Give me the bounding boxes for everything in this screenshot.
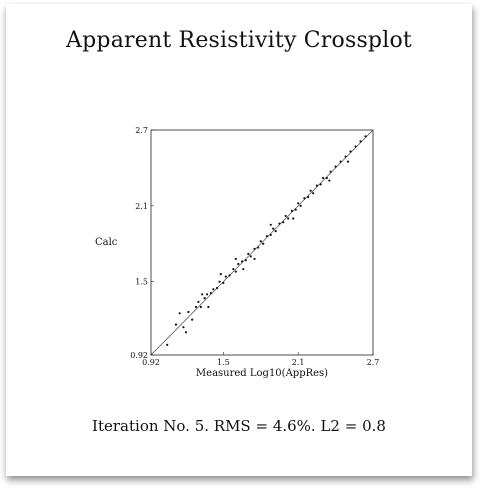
data-point xyxy=(201,293,204,296)
data-point xyxy=(274,230,277,233)
data-point xyxy=(329,170,332,173)
x-axis-label: Measured Log10(AppRes) xyxy=(196,368,328,379)
data-point xyxy=(222,281,225,285)
data-point xyxy=(178,312,181,315)
data-point xyxy=(312,192,315,195)
data-point xyxy=(187,310,190,314)
y-axis-label: Calc xyxy=(95,237,118,248)
data-point xyxy=(209,291,212,295)
data-point xyxy=(253,247,256,250)
data-point xyxy=(359,140,362,143)
data-point xyxy=(364,135,367,138)
data-point xyxy=(334,165,337,168)
data-point xyxy=(257,246,260,249)
x-tick-label: 2.7 xyxy=(367,358,380,367)
data-point xyxy=(166,343,169,346)
data-point xyxy=(234,270,237,273)
data-point xyxy=(354,145,357,148)
data-point xyxy=(232,267,235,271)
data-point xyxy=(184,331,188,334)
data-point xyxy=(207,305,210,309)
data-point xyxy=(199,305,202,309)
data-point xyxy=(244,259,247,262)
data-point xyxy=(203,297,206,300)
data-point xyxy=(206,293,209,296)
data-point xyxy=(322,176,325,180)
data-point xyxy=(284,214,287,218)
data-point xyxy=(297,202,300,205)
data-point xyxy=(349,150,352,153)
data-point xyxy=(259,240,262,243)
data-point xyxy=(278,222,281,225)
data-point xyxy=(265,235,269,238)
data-point xyxy=(299,204,302,207)
data-point xyxy=(182,326,185,329)
data-point xyxy=(262,242,265,245)
crossplot-card: Apparent Resistivity Crossplot Calc Iter… xyxy=(6,4,472,476)
data-point xyxy=(307,195,310,199)
data-point xyxy=(228,274,231,277)
data-point xyxy=(197,300,200,304)
plot-frame xyxy=(150,129,374,356)
data-point xyxy=(303,197,306,200)
data-point xyxy=(191,318,194,321)
data-point xyxy=(194,305,197,309)
scatter-plot: 0.92 1.5 2.1 2.7 0.92 1.5 2.1 2.7 Measured Log1… xyxy=(130,126,380,379)
data-point xyxy=(290,209,294,212)
data-point xyxy=(282,221,285,224)
x-tick-label: 0.92 xyxy=(142,358,160,367)
data-point xyxy=(269,223,272,226)
data-point xyxy=(294,208,297,211)
data-point xyxy=(253,257,256,261)
data-point xyxy=(237,262,240,266)
data-point xyxy=(242,267,245,271)
data-point xyxy=(247,252,250,255)
y-tick-label: 2.1 xyxy=(135,202,148,211)
data-point xyxy=(346,160,350,163)
chart-title: Apparent Resistivity Crossplot xyxy=(66,28,412,53)
data-point xyxy=(344,155,347,158)
iteration-summary: Iteration No. 5. RMS = 4.6%. L2 = 0.8 xyxy=(92,417,386,435)
data-point xyxy=(339,160,342,163)
y-tick-label: 0.92 xyxy=(130,351,148,360)
data-point xyxy=(309,189,312,192)
reference-line-y-equals-x xyxy=(150,129,374,356)
data-point xyxy=(249,255,252,258)
data-point xyxy=(174,323,178,326)
x-tick-label: 2.1 xyxy=(292,358,305,367)
x-tick-label: 1.5 xyxy=(217,358,230,367)
data-point xyxy=(240,260,244,263)
data-point xyxy=(218,280,221,283)
data-point xyxy=(234,257,237,261)
data-point xyxy=(287,217,290,220)
data-point xyxy=(224,275,227,278)
data-point xyxy=(269,233,272,237)
data-point xyxy=(212,288,215,291)
y-tick-label: 1.5 xyxy=(135,278,148,287)
data-point xyxy=(216,286,219,290)
data-point xyxy=(219,273,222,276)
data-point xyxy=(319,183,322,186)
data-point xyxy=(272,227,275,230)
data-point xyxy=(325,176,328,180)
data-point xyxy=(315,184,318,187)
y-tick-label: 2.7 xyxy=(135,126,148,135)
data-point xyxy=(292,217,295,220)
data-point xyxy=(328,179,331,182)
